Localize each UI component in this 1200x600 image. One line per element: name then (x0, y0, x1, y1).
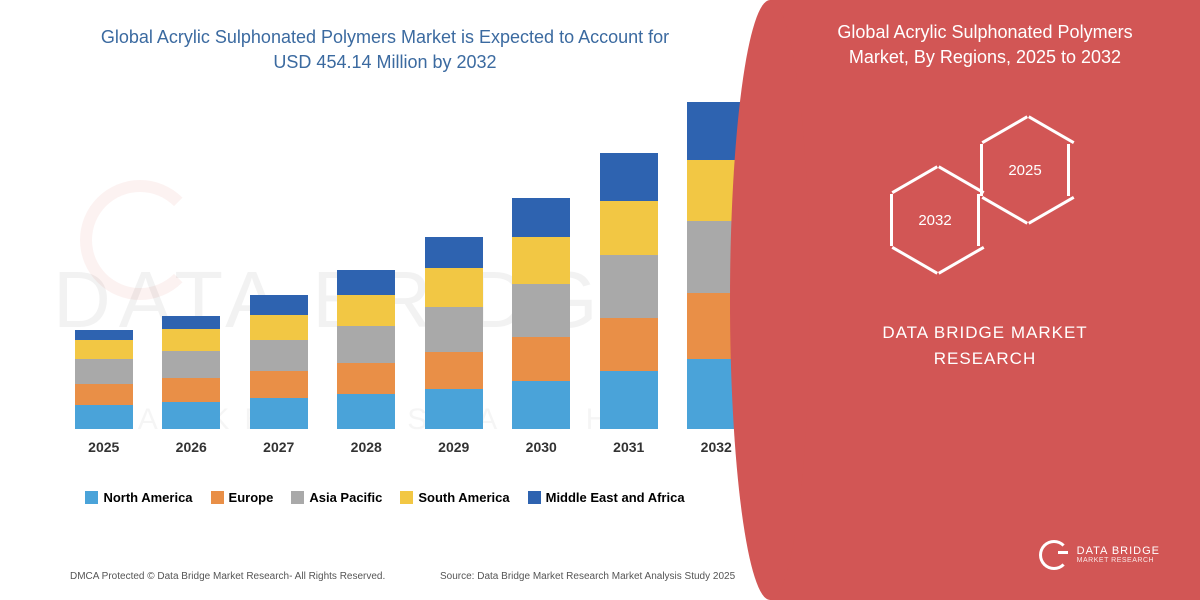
year-label: 2025 (88, 439, 119, 455)
legend-swatch (291, 491, 304, 504)
footer-source: Source: Data Bridge Market Research Mark… (440, 571, 735, 582)
bar-segment (75, 340, 133, 359)
bars-container: 2025 2026 2027 2028 2029 2030 2031 2032 (50, 105, 770, 455)
year-label: 2030 (526, 439, 557, 455)
legend-label: North America (103, 490, 192, 505)
brand-line1: DATA BRIDGE MARKET (770, 320, 1200, 346)
bar-stack (337, 270, 395, 429)
hexagon-2032: 2032 (890, 170, 980, 270)
bar-group: 2027 (250, 295, 308, 455)
hexagon-2025-label: 2025 (1008, 162, 1041, 179)
bar-stack (425, 237, 483, 429)
bar-segment (162, 316, 220, 330)
hexagon-2032-label: 2032 (918, 212, 951, 229)
bar-group: 2030 (512, 198, 570, 455)
right-panel: Global Acrylic Sulphonated Polymers Mark… (770, 0, 1200, 600)
logo-subtext: MARKET RESEARCH (1077, 557, 1160, 565)
legend-label: South America (418, 490, 509, 505)
right-panel-title: Global Acrylic Sulphonated Polymers Mark… (770, 0, 1200, 70)
bar-segment (337, 363, 395, 394)
bar-segment (250, 340, 308, 371)
bar-segment (162, 402, 220, 429)
logo-text: DATA BRIDGE (1077, 545, 1160, 557)
legend-item: Middle East and Africa (528, 490, 685, 505)
bar-group: 2031 (600, 153, 658, 456)
hexagon-2025: 2025 (980, 120, 1070, 220)
bar-segment (512, 198, 570, 237)
chart-title: Global Acrylic Sulphonated Polymers Mark… (0, 0, 770, 85)
brand-text: DATA BRIDGE MARKET RESEARCH (770, 320, 1200, 371)
bar-group: 2025 (75, 330, 133, 455)
legend-item: North America (85, 490, 192, 505)
bar-stack (600, 153, 658, 430)
bar-group: 2029 (425, 237, 483, 455)
bar-segment (600, 318, 658, 371)
bar-segment (425, 352, 483, 389)
bar-stack (250, 295, 308, 429)
year-label: 2026 (176, 439, 207, 455)
bar-segment (75, 384, 133, 405)
chart-panel: Global Acrylic Sulphonated Polymers Mark… (0, 0, 770, 600)
bar-segment (600, 201, 658, 254)
bar-segment (425, 268, 483, 307)
bar-segment (75, 405, 133, 429)
bar-segment (425, 389, 483, 430)
legend-item: Europe (211, 490, 274, 505)
chart-area: 2025 2026 2027 2028 2029 2030 2031 2032 (50, 105, 770, 485)
bar-segment (337, 326, 395, 363)
legend-item: Asia Pacific (291, 490, 382, 505)
legend-label: Europe (229, 490, 274, 505)
bar-segment (600, 153, 658, 202)
year-label: 2032 (701, 439, 732, 455)
bar-segment (512, 237, 570, 284)
bar-segment (425, 237, 483, 268)
year-label: 2028 (351, 439, 382, 455)
brand-line2: RESEARCH (770, 346, 1200, 372)
year-label: 2029 (438, 439, 469, 455)
legend-swatch (400, 491, 413, 504)
bar-group: 2028 (337, 270, 395, 455)
logo-corner: DATA BRIDGE MARKET RESEARCH (1039, 540, 1160, 570)
bar-segment (425, 307, 483, 352)
bar-segment (75, 330, 133, 340)
bar-segment (250, 295, 308, 314)
bar-segment (162, 378, 220, 402)
legend-label: Middle East and Africa (546, 490, 685, 505)
year-label: 2027 (263, 439, 294, 455)
bar-segment (250, 398, 308, 429)
year-label: 2031 (613, 439, 644, 455)
bar-segment (250, 315, 308, 340)
bar-segment (337, 270, 395, 295)
bar-segment (75, 359, 133, 383)
legend-label: Asia Pacific (309, 490, 382, 505)
bar-group: 2026 (162, 316, 220, 456)
legend-swatch (211, 491, 224, 504)
bar-segment (337, 295, 395, 326)
bar-stack (162, 316, 220, 430)
bar-segment (162, 351, 220, 378)
bar-segment (600, 255, 658, 318)
bar-segment (512, 284, 570, 337)
legend-swatch (85, 491, 98, 504)
bar-segment (250, 371, 308, 398)
bar-segment (512, 337, 570, 381)
legend-swatch (528, 491, 541, 504)
logo-icon (1039, 540, 1069, 570)
bar-segment (512, 381, 570, 430)
legend-item: South America (400, 490, 509, 505)
bar-segment (162, 329, 220, 350)
bar-stack (512, 198, 570, 429)
footer-dmca: DMCA Protected © Data Bridge Market Rese… (70, 571, 385, 582)
chart-legend: North America Europe Asia Pacific South Ame… (0, 490, 770, 505)
bar-stack (75, 330, 133, 429)
bar-segment (337, 394, 395, 429)
bar-segment (600, 371, 658, 429)
hexagon-graphic: 2032 2025 (770, 100, 1200, 300)
